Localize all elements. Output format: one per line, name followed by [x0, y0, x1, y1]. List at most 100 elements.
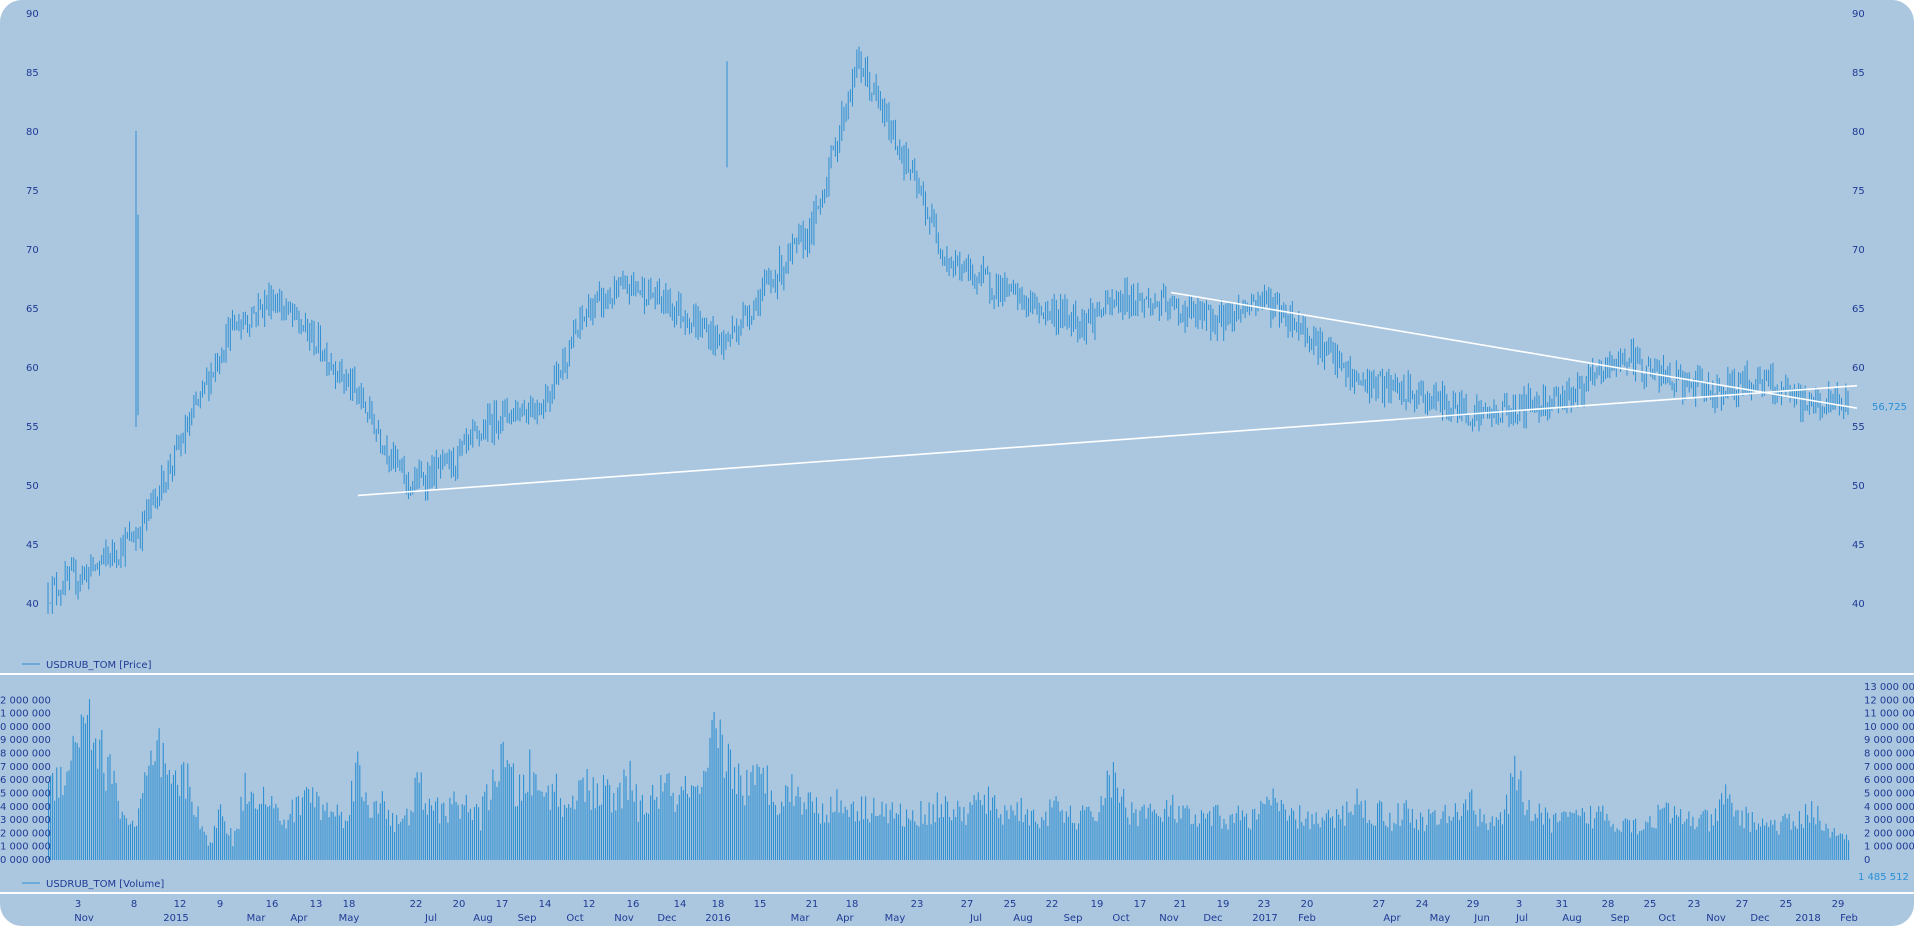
volume-bar	[967, 813, 969, 860]
volume-bar	[1008, 819, 1010, 860]
volume-bar	[1467, 810, 1469, 860]
volume-bar	[1671, 817, 1673, 860]
volume-bar	[1112, 762, 1114, 860]
volume-bar	[367, 804, 369, 860]
volume-bar	[193, 814, 195, 860]
volume-bar	[1260, 800, 1262, 860]
x-tick-month: Jul	[969, 913, 982, 924]
volume-bar	[1784, 813, 1786, 860]
volume-bar	[1438, 824, 1440, 860]
volume-bar	[50, 775, 52, 860]
price-y-tick-right: 40	[1852, 599, 1865, 610]
volume-bar	[1002, 824, 1004, 860]
price-y-tick-right: 55	[1852, 422, 1865, 433]
volume-bar	[1219, 815, 1221, 860]
volume-bar	[895, 813, 897, 860]
volume-bar	[1172, 794, 1174, 860]
x-tick-month: 2015	[163, 913, 188, 924]
volume-bar	[797, 786, 799, 860]
volume-bar	[906, 809, 908, 860]
volume-bar	[1536, 817, 1538, 860]
volume-bar	[48, 782, 50, 860]
volume-bar	[273, 808, 275, 860]
volume-bar	[1643, 829, 1645, 860]
volume-bar	[561, 816, 564, 860]
volume-bar	[240, 796, 242, 860]
volume-bar	[987, 786, 990, 860]
volume-bar	[1573, 813, 1575, 860]
volume-bar	[1262, 803, 1264, 860]
volume-bar	[398, 823, 400, 860]
volume-bar	[361, 797, 363, 860]
volume-bar	[1231, 813, 1233, 860]
volume-bar	[1499, 812, 1501, 860]
volume-bar	[1616, 828, 1618, 860]
volume-bar	[1663, 807, 1665, 860]
volume-bar	[68, 770, 70, 860]
volume-bar	[1749, 831, 1751, 860]
volume-y-axis: 0 1 000 000 2 000 000 3 000 000 4 000 000 5 0…	[0, 682, 1914, 866]
volume-bar	[1233, 823, 1235, 860]
volume-bar	[1225, 824, 1227, 860]
volume-bar	[277, 807, 279, 860]
volume-bar	[72, 735, 74, 860]
volume-bar	[1632, 820, 1635, 860]
x-tick-day: 8	[131, 899, 137, 910]
volume-bar	[1686, 818, 1688, 860]
volume-bar	[1501, 824, 1504, 860]
volume-bar	[1393, 822, 1395, 860]
volume-series	[48, 699, 1850, 860]
volume-bar	[779, 813, 781, 860]
volume-bar	[695, 786, 697, 860]
volume-bar	[549, 809, 551, 860]
volume-bar	[1714, 808, 1716, 860]
volume-bar	[1170, 805, 1172, 860]
volume-bar	[1250, 829, 1252, 860]
volume-bar	[955, 816, 957, 860]
volume-bar	[916, 824, 918, 860]
x-tick-month: Mar	[791, 913, 811, 924]
volume-bar	[1176, 822, 1178, 860]
volume-bar	[682, 790, 684, 860]
volume-bar	[811, 801, 813, 860]
volume-bar	[899, 803, 901, 860]
volume-bar	[1454, 803, 1456, 860]
volume-bar	[1553, 814, 1555, 860]
volume-bar	[731, 788, 734, 860]
volume-bar	[824, 822, 826, 860]
volume-bar	[502, 741, 504, 860]
volume-y-tick-left: 7 000 000	[0, 762, 51, 773]
volume-bar	[1082, 805, 1084, 860]
volume-bar	[1362, 817, 1364, 860]
volume-bar	[670, 795, 672, 860]
volume-bar	[332, 812, 334, 860]
volume-bar	[389, 825, 392, 860]
volume-bar	[1811, 801, 1813, 860]
volume-bar	[510, 767, 512, 860]
volume-bar	[1241, 810, 1243, 860]
x-tick-day: 17	[1134, 899, 1147, 910]
volume-bar	[58, 797, 60, 860]
x-tick-month: Dec	[1750, 913, 1769, 924]
volume-bar	[598, 805, 600, 860]
x-tick-day: 21	[806, 899, 819, 910]
volume-bar	[1067, 816, 1069, 860]
volume-bar	[1258, 813, 1260, 860]
volume-bar	[1583, 812, 1585, 860]
volume-bar	[1319, 827, 1321, 860]
volume-bar	[95, 738, 97, 860]
volume-bar	[750, 772, 752, 860]
x-tick-day: 3	[75, 899, 81, 910]
volume-bar	[1839, 833, 1841, 860]
x-tick-day: 19	[1091, 899, 1104, 910]
volume-bar	[1372, 825, 1375, 860]
price-y-tick-left: 45	[26, 540, 39, 551]
volume-bar	[1764, 825, 1766, 860]
volume-bar	[1694, 829, 1696, 860]
volume-bar	[1841, 833, 1843, 860]
volume-bar	[248, 801, 250, 860]
volume-bar	[871, 813, 873, 860]
volume-bar	[490, 799, 492, 860]
volume-bar	[1837, 835, 1839, 860]
volume-bar	[1639, 831, 1641, 860]
